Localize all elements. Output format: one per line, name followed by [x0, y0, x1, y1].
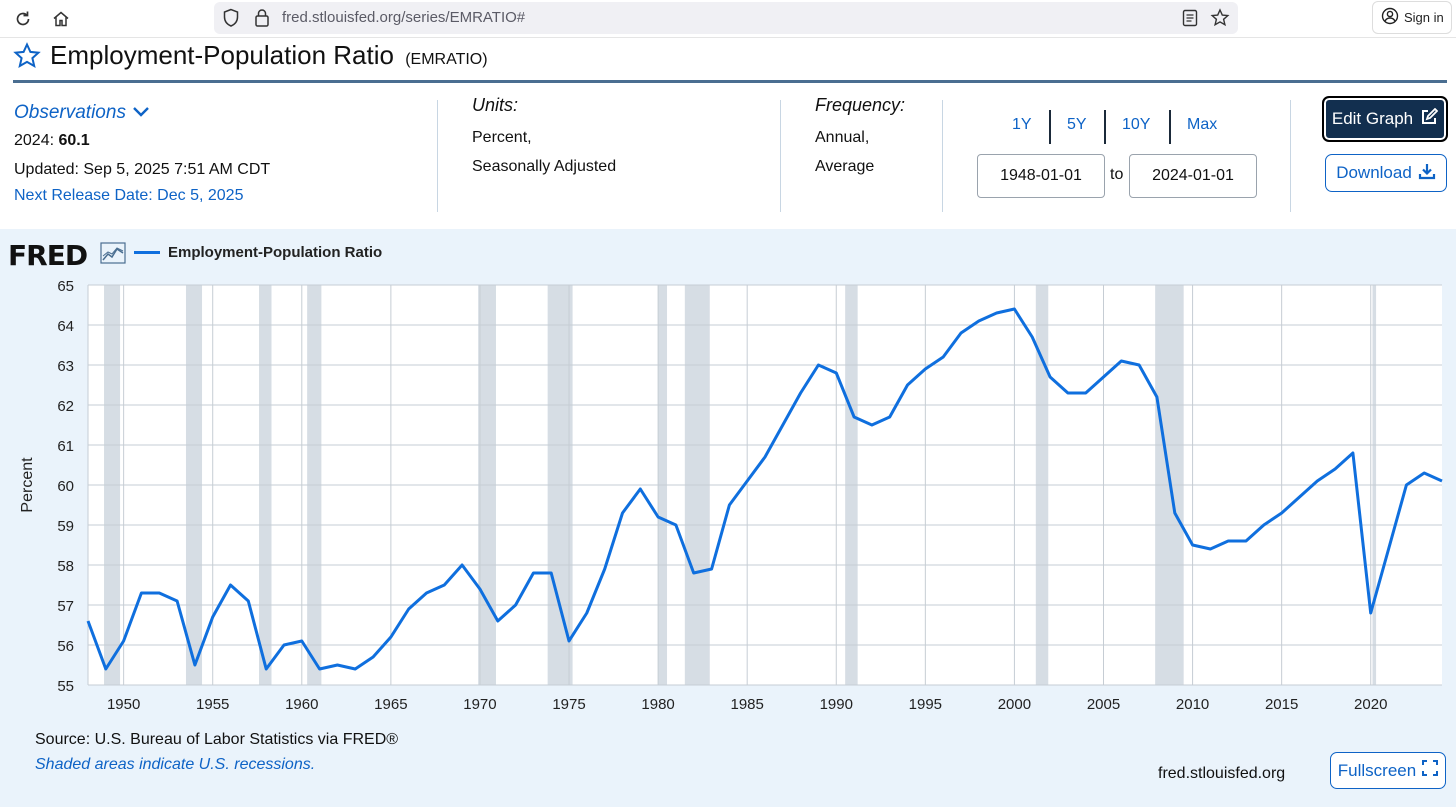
chart-icon — [100, 242, 126, 269]
y-tick-label: 58 — [57, 558, 74, 575]
units-label: Units: — [472, 95, 519, 115]
y-tick-label: 61 — [57, 438, 74, 455]
updated-date: Updated: Sep 5, 2025 7:51 AM CDT — [14, 161, 271, 178]
y-tick-label: 65 — [57, 278, 74, 295]
meta-divider — [437, 100, 438, 212]
units-line-1: Percent, — [472, 129, 532, 146]
meta-divider — [942, 100, 943, 212]
favorite-star-icon[interactable] — [13, 42, 41, 75]
series-title: Employment-Population Ratio — [50, 40, 394, 70]
home-icon[interactable] — [48, 6, 74, 32]
to-label: to — [1110, 166, 1124, 183]
range-max-button[interactable]: Max — [1187, 116, 1218, 133]
fred-logo: FRED — [8, 239, 88, 272]
x-tick-label: 1975 — [552, 696, 585, 713]
chart-legend: Employment-Population Ratio — [134, 244, 382, 261]
page-title: Employment-Population Ratio (EMRATIO) — [50, 40, 488, 71]
x-tick-label: 2000 — [998, 696, 1031, 713]
range-10y-button[interactable]: 10Y — [1122, 116, 1151, 133]
legend-swatch — [134, 251, 160, 254]
x-tick-label: 1955 — [196, 696, 229, 713]
y-tick-label: 64 — [57, 318, 74, 335]
latest-period: 2024: — [14, 132, 55, 149]
fullscreen-icon — [1422, 760, 1439, 781]
x-tick-label: 2015 — [1265, 696, 1298, 713]
units-panel: Units: Percent, Seasonally Adjusted — [472, 95, 616, 181]
y-tick-label: 57 — [57, 598, 74, 615]
meta-divider — [1290, 100, 1291, 212]
title-row: Employment-Population Ratio (EMRATIO) — [0, 38, 1456, 82]
chevron-down-icon — [132, 99, 150, 127]
y-tick-label: 62 — [57, 398, 74, 415]
lock-icon[interactable] — [254, 8, 270, 33]
account-icon — [1381, 7, 1399, 28]
edit-icon — [1420, 107, 1439, 131]
end-date-input[interactable]: 2024-01-01 — [1129, 154, 1257, 198]
y-tick-label: 63 — [57, 358, 74, 375]
y-tick-label: 56 — [57, 638, 74, 655]
download-label: Download — [1336, 163, 1412, 182]
x-tick-label: 1950 — [107, 696, 140, 713]
latest-value: 60.1 — [58, 132, 90, 149]
x-tick-label: 1990 — [820, 696, 853, 713]
bookmark-star-icon[interactable] — [1210, 8, 1230, 33]
sign-in-label: Sign in — [1404, 10, 1444, 25]
range-divider — [1169, 110, 1171, 144]
recession-note: Shaded areas indicate U.S. recessions. — [35, 756, 316, 773]
download-button[interactable]: Download — [1325, 154, 1447, 192]
x-tick-label: 2010 — [1176, 696, 1209, 713]
address-bar[interactable] — [214, 2, 1238, 34]
sign-in-button[interactable]: Sign in — [1372, 1, 1452, 34]
latest-observation: 2024: 60.1 — [14, 126, 270, 155]
x-tick-label: 1980 — [641, 696, 674, 713]
frequency-panel: Frequency: Annual, Average — [815, 95, 905, 181]
series-id: (EMRATIO) — [405, 51, 488, 68]
browser-toolbar: fred.stlouisfed.org/series/EMRATIO# Sign… — [0, 0, 1456, 38]
chart-panel: FRED Employment-Population Ratio 55 56 57 5… — [0, 229, 1456, 807]
title-divider — [13, 80, 1447, 83]
range-5y-button[interactable]: 5Y — [1067, 116, 1087, 133]
y-tick-label: 59 — [57, 518, 74, 535]
x-tick-label: 1970 — [463, 696, 496, 713]
start-date-input[interactable]: 1948-01-01 — [977, 154, 1105, 198]
observations-panel: Observations 2024: 60.1 Updated: Sep 5, … — [14, 100, 270, 208]
x-tick-label: 2005 — [1087, 696, 1120, 713]
edit-graph-button[interactable]: Edit Graph — [1322, 96, 1448, 142]
series-line — [86, 307, 1443, 671]
reader-mode-icon[interactable] — [1182, 9, 1198, 32]
meta-divider — [780, 100, 781, 212]
frequency-label: Frequency: — [815, 95, 906, 115]
range-1y-button[interactable]: 1Y — [1012, 116, 1032, 133]
download-icon — [1418, 162, 1436, 185]
y-tick-label: 60 — [57, 478, 74, 495]
url-text: fred.stlouisfed.org/series/EMRATIO# — [282, 9, 526, 26]
next-release-link[interactable]: Next Release Date: Dec 5, 2025 — [14, 187, 244, 204]
fullscreen-button[interactable]: Fullscreen — [1330, 752, 1446, 789]
x-tick-label: 1960 — [285, 696, 318, 713]
legend-label: Employment-Population Ratio — [168, 244, 383, 261]
range-divider — [1049, 110, 1051, 144]
edit-graph-label: Edit Graph — [1331, 109, 1414, 128]
site-url: fred.stlouisfed.org — [1158, 765, 1286, 782]
fullscreen-label: Fullscreen — [1337, 760, 1417, 780]
range-divider — [1104, 110, 1106, 144]
reload-icon[interactable] — [10, 6, 36, 32]
x-tick-label: 1995 — [909, 696, 942, 713]
units-line-2: Seasonally Adjusted — [472, 158, 617, 175]
x-tick-label: 1965 — [374, 696, 407, 713]
frequency-line-1: Annual, — [815, 129, 870, 146]
line-chart: 55 56 57 58 59 60 61 62 63 64 65 1950 1955 1960 1965 19… — [19, 278, 1443, 713]
observations-toggle[interactable]: Observations — [14, 100, 270, 126]
x-tick-label: 2020 — [1354, 696, 1387, 713]
source-note: Source: U.S. Bureau of Labor Statistics … — [35, 731, 399, 748]
frequency-line-2: Average — [815, 158, 875, 175]
observations-label: Observations — [14, 102, 126, 123]
x-tick-label: 1985 — [730, 696, 763, 713]
shield-icon[interactable] — [222, 8, 240, 33]
y-axis-label: Percent — [19, 457, 36, 513]
y-tick-label: 55 — [57, 678, 74, 695]
